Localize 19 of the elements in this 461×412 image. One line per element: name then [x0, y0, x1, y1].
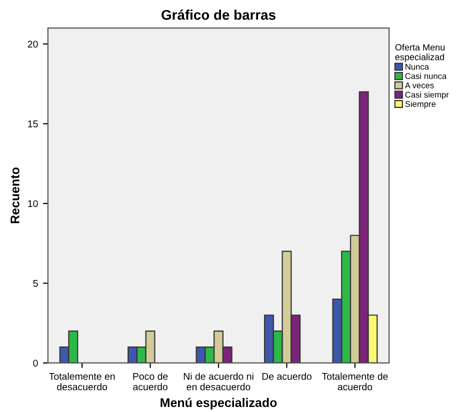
y-tick-label: 10: [28, 200, 38, 208]
y-tick-label: 0: [33, 360, 38, 367]
y-tick-label: 15: [28, 120, 38, 128]
legend-label: A veces: [404, 82, 434, 88]
y-axis-title: Recuento: [10, 168, 20, 224]
x-tick-label: Ni de acuerdo ni en desacuerdo: [184, 372, 254, 390]
x-axis-title: Menú especializado: [160, 398, 277, 410]
x-tick-label: Poco de acuerdo: [133, 372, 168, 390]
y-tick-label: 5: [33, 280, 38, 287]
legend-label: Siempre: [405, 100, 436, 109]
y-tick-label: 20: [28, 40, 38, 48]
legend-label: Nunca: [406, 64, 430, 70]
chart-title: Gráfico de barras: [162, 9, 276, 20]
legend-label: Casi siempr: [405, 92, 449, 100]
x-tick-label: De acuerdo: [262, 372, 312, 380]
legend-title: Oferta Menu especializad: [395, 44, 444, 62]
x-tick-label: Totalemente en desacuerdo: [49, 372, 115, 390]
x-tick-label: Totalemente de acuerdo: [322, 372, 388, 390]
legend-label: Casi nunca: [405, 72, 447, 80]
